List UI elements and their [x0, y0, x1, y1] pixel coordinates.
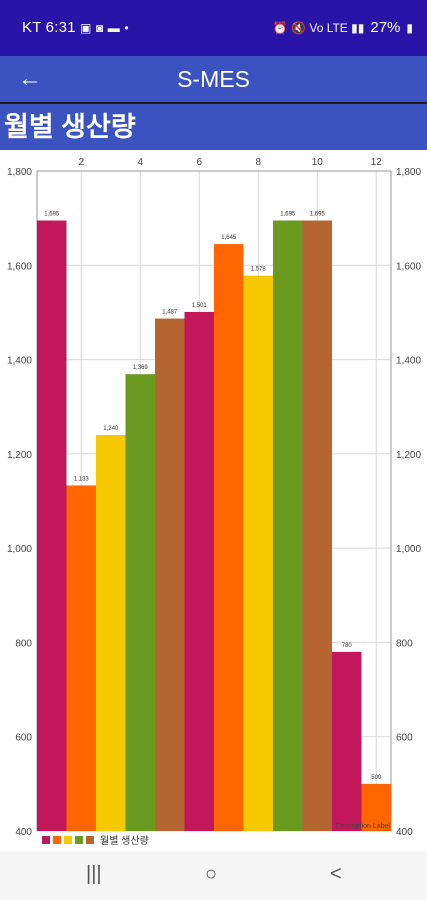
bar-value-label: 1,645 [221, 235, 237, 241]
bar-value-label: 1,487 [162, 310, 178, 316]
bar[interactable] [66, 485, 97, 831]
bar[interactable] [361, 783, 392, 831]
status-icons: ⏰ 🔇 Vo LTE ▮▮ [272, 20, 365, 35]
y-tick-label-left: 1,800 [7, 167, 32, 178]
bar[interactable] [214, 244, 244, 832]
y-tick-label-left: 1,000 [7, 544, 32, 555]
status-left: KT 6:31 ▣ ◙ ▬ • [22, 19, 129, 36]
header-divider [0, 102, 427, 104]
y-tick-label-left: 1,400 [7, 356, 32, 367]
status-right: ⏰ 🔇 Vo LTE ▮▮ 27% ▮ [273, 19, 413, 36]
bar[interactable] [155, 318, 185, 831]
y-tick-label-right: 800 [396, 638, 413, 649]
y-tick-label-right: 1,000 [396, 544, 421, 555]
nav-back-icon[interactable]: < [330, 863, 342, 885]
bar[interactable] [184, 311, 215, 831]
battery-icon: ▮ [406, 20, 413, 35]
bar[interactable] [96, 435, 126, 831]
chart-container[interactable]: 400 400 600 600 800 800 1,000 1,000 1,200 1,200 1,… [0, 150, 427, 851]
y-tick-label-right: 600 [396, 733, 413, 744]
bar-value-label: 780 [342, 643, 353, 649]
image-icon: ▣ [80, 21, 92, 35]
production-bar-chart[interactable]: 400 400 600 600 800 800 1,000 1,000 1,200 1,200 1,… [0, 150, 427, 851]
notification-dot: • [124, 21, 129, 35]
legend-swatch [86, 836, 94, 844]
chat-icon: ▬ [107, 21, 120, 35]
y-tick-label-right: 1,400 [396, 356, 421, 367]
app-title: S-MES [177, 66, 250, 92]
home-icon[interactable]: ○ [205, 863, 218, 885]
bar[interactable] [332, 651, 362, 831]
bar-value-label: 1,695 [310, 212, 326, 218]
x-tick-label: 4 [137, 157, 143, 168]
messenger-icon: ◙ [95, 21, 104, 35]
status-bar: KT 6:31 ▣ ◙ ▬ • ⏰ 🔇 Vo LTE ▮▮ 27% ▮ [0, 0, 427, 56]
bar-value-label: 500 [371, 775, 382, 781]
description-label: Description Label [336, 823, 391, 830]
x-tick-label: 10 [312, 157, 324, 168]
y-tick-label-left: 1,600 [7, 261, 32, 272]
app-bar: ← S-MES [0, 56, 427, 103]
legend-swatch [42, 836, 50, 844]
bar[interactable] [37, 220, 67, 832]
bar-value-label: 1,133 [74, 476, 90, 482]
back-arrow-icon[interactable]: ← [18, 65, 42, 92]
battery-percent: 27% [370, 19, 401, 36]
bar[interactable] [302, 220, 333, 832]
bar-value-label: 1,369 [133, 365, 149, 371]
bar-value-label: 1,578 [251, 267, 267, 273]
legend-swatch [64, 836, 72, 844]
bar[interactable] [273, 220, 303, 832]
section-header: 월별 생산량 [0, 104, 427, 150]
x-tick-label: 8 [255, 157, 261, 168]
bar[interactable] [243, 275, 274, 832]
y-tick-label-right: 400 [396, 827, 413, 838]
y-tick-label-left: 400 [15, 827, 32, 838]
section-title: 월별 생산량 [4, 112, 136, 142]
bar-value-label: 1,240 [103, 426, 119, 432]
y-tick-label-left: 600 [15, 733, 32, 744]
x-tick-label: 2 [78, 157, 84, 168]
carrier-time: KT 6:31 [22, 19, 76, 36]
navigation-bar: ||| ○ < [0, 851, 427, 900]
bar-value-label: 1,695 [44, 212, 60, 218]
y-tick-label-right: 1,600 [396, 261, 421, 272]
y-tick-label-left: 800 [15, 638, 32, 649]
recents-icon[interactable]: ||| [86, 863, 102, 885]
bar[interactable] [125, 374, 156, 831]
legend-swatch [53, 836, 61, 844]
x-tick-label: 12 [371, 157, 383, 168]
bar-value-label: 1,501 [192, 303, 208, 309]
legend-swatch [75, 836, 83, 844]
y-tick-label-right: 1,200 [396, 450, 421, 461]
legend-label: 월별 생산량 [100, 835, 149, 847]
y-tick-label-left: 1,200 [7, 450, 32, 461]
x-tick-label: 6 [196, 157, 202, 168]
y-tick-label-right: 1,800 [396, 167, 421, 178]
bar-value-label: 1,695 [280, 212, 296, 218]
